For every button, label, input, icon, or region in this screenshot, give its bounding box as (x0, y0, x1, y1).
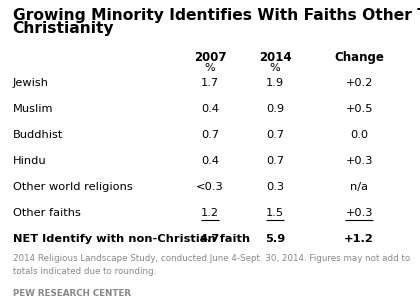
Text: NET Identify with non-Christian faith: NET Identify with non-Christian faith (13, 234, 250, 244)
Text: 0.0: 0.0 (350, 130, 368, 140)
Text: 0.7: 0.7 (266, 130, 284, 140)
Text: PEW RESEARCH CENTER: PEW RESEARCH CENTER (13, 289, 131, 298)
Text: Jewish: Jewish (13, 78, 49, 88)
Text: Muslim: Muslim (13, 104, 53, 114)
Text: 2014 Religious Landscape Study, conducted June 4-Sept. 30, 2014. Figures may not: 2014 Religious Landscape Study, conducte… (13, 254, 410, 276)
Text: 0.7: 0.7 (266, 156, 284, 166)
Text: %: % (270, 63, 281, 73)
Text: 0.7: 0.7 (201, 130, 219, 140)
Text: 2014: 2014 (259, 51, 291, 64)
Text: 1.5: 1.5 (266, 208, 284, 218)
Text: +0.2: +0.2 (345, 78, 373, 88)
Text: Growing Minority Identifies With Faiths Other Than: Growing Minority Identifies With Faiths … (13, 8, 420, 23)
Text: +1.2: +1.2 (344, 234, 374, 244)
Text: 1.2: 1.2 (201, 208, 219, 218)
Text: +0.3: +0.3 (345, 156, 373, 166)
Text: 2007: 2007 (194, 51, 226, 64)
Text: 0.9: 0.9 (266, 104, 284, 114)
Text: Other faiths: Other faiths (13, 208, 81, 218)
Text: +0.3: +0.3 (345, 208, 373, 218)
Text: n/a: n/a (350, 182, 368, 192)
Text: Christianity: Christianity (13, 21, 114, 36)
Text: +0.5: +0.5 (345, 104, 373, 114)
Text: 1.7: 1.7 (201, 78, 219, 88)
Text: <0.3: <0.3 (196, 182, 224, 192)
Text: 1.9: 1.9 (266, 78, 284, 88)
Text: 0.3: 0.3 (266, 182, 284, 192)
Text: Change: Change (334, 51, 384, 64)
Text: Hindu: Hindu (13, 156, 46, 166)
Text: Buddhist: Buddhist (13, 130, 63, 140)
Text: Other world religions: Other world religions (13, 182, 132, 192)
Text: 4.7: 4.7 (200, 234, 220, 244)
Text: %: % (205, 63, 215, 73)
Text: 0.4: 0.4 (201, 156, 219, 166)
Text: 5.9: 5.9 (265, 234, 285, 244)
Text: 0.4: 0.4 (201, 104, 219, 114)
